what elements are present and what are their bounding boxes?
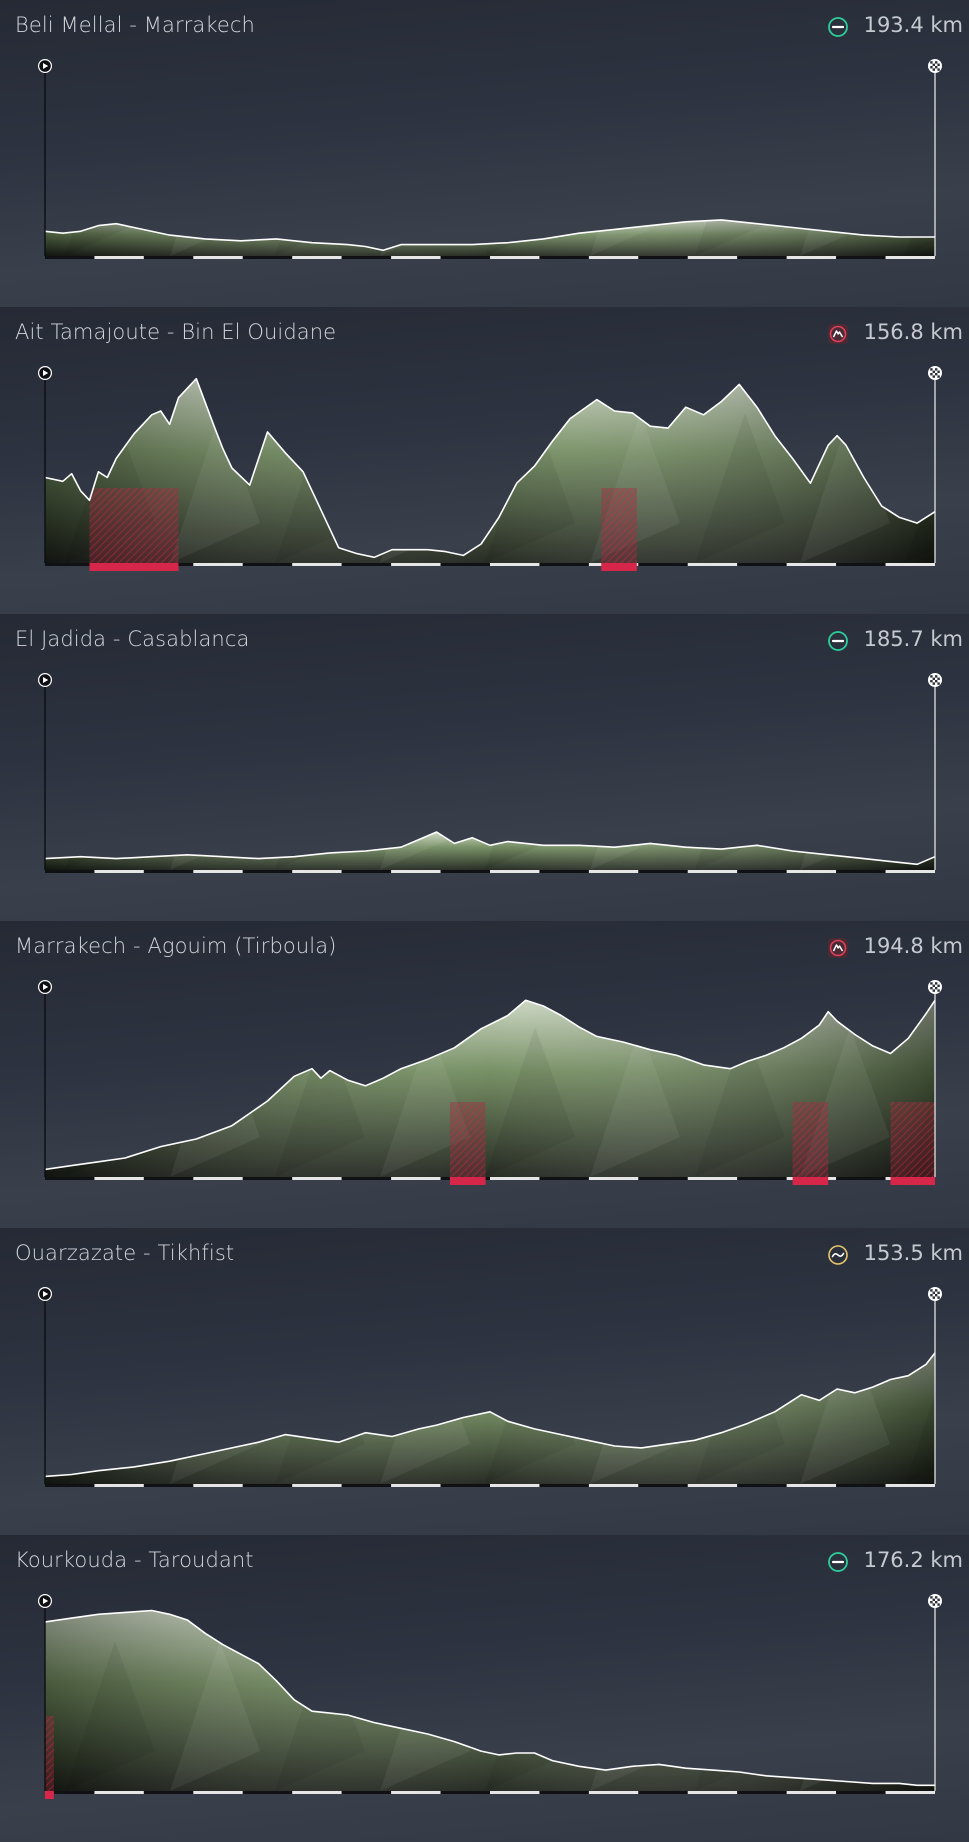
start-icon — [38, 980, 52, 994]
finish-flag-icon — [928, 59, 942, 73]
finish-flag-icon — [928, 366, 942, 380]
stage-card[interactable]: El Jadida - Casablanca 185.7 km — [0, 614, 969, 921]
finish-flag-icon — [928, 980, 942, 994]
profile-line — [44, 219, 935, 252]
elevation-profile — [0, 670, 969, 921]
start-icon — [38, 1594, 52, 1608]
climb-marker — [792, 1177, 829, 1185]
flat-icon — [826, 15, 850, 39]
start-icon — [38, 366, 52, 380]
elevation-profile — [0, 56, 969, 307]
flat-icon — [826, 629, 850, 653]
hilly-icon — [826, 1243, 850, 1267]
finish-flag-icon — [928, 1594, 942, 1608]
climb-marker — [45, 1791, 54, 1799]
stage-distance: 194.8 km — [863, 934, 963, 958]
stage-distance: 153.5 km — [863, 1241, 963, 1265]
flat-icon — [826, 1550, 850, 1574]
start-icon — [38, 59, 52, 73]
climb-marker — [601, 563, 637, 571]
stage-header: Beli Mellal - Marrakech 193.4 km — [0, 0, 969, 56]
profile-line — [44, 1352, 936, 1478]
climb-marker — [89, 563, 179, 571]
stage-header: Marrakech - Agouim (Tirboula) 194.8 km — [0, 921, 969, 977]
profile-line — [44, 377, 936, 559]
stage-name: Ait Tamajoute - Bin El Ouidane — [15, 320, 337, 344]
stage-card[interactable]: Marrakech - Agouim (Tirboula) 194.8 km — [0, 921, 969, 1228]
stage-distance: 185.7 km — [863, 627, 963, 651]
stage-header: Kourkouda - Taroudant 176.2 km — [0, 1535, 969, 1591]
climb-marker — [890, 1177, 935, 1185]
stage-name: Beli Mellal - Marrakech — [15, 13, 255, 37]
mountain-icon — [826, 322, 850, 346]
stage-header: Ouarzazate - Tikhfist 153.5 km — [0, 1228, 969, 1284]
stage-distance: 193.4 km — [863, 13, 963, 37]
finish-flag-icon — [928, 1287, 942, 1301]
stage-name: Ouarzazate - Tikhfist — [15, 1241, 235, 1265]
start-icon — [38, 1287, 52, 1301]
elevation-profile — [0, 977, 969, 1228]
stage-card[interactable]: Ouarzazate - Tikhfist 153.5 km — [0, 1228, 969, 1535]
stage-name: Marrakech - Agouim (Tirboula) — [15, 934, 337, 958]
stage-distance: 176.2 km — [863, 1548, 963, 1572]
elevation-profile — [0, 1591, 969, 1842]
stage-card[interactable]: Beli Mellal - Marrakech 193.4 km — [0, 0, 969, 307]
stage-card[interactable]: Kourkouda - Taroudant 176.2 km — [0, 1535, 969, 1842]
profile-line — [44, 999, 936, 1171]
mountain-icon — [826, 936, 850, 960]
stage-name: Kourkouda - Taroudant — [15, 1548, 254, 1572]
climb-marker — [449, 1177, 486, 1185]
profile-line — [44, 831, 936, 866]
stage-card[interactable]: Ait Tamajoute - Bin El Ouidane 156.8 km — [0, 307, 969, 614]
stage-name: El Jadida - Casablanca — [15, 627, 250, 651]
stage-header: El Jadida - Casablanca 185.7 km — [0, 614, 969, 670]
elevation-profile — [0, 363, 969, 614]
start-icon — [38, 673, 52, 687]
finish-flag-icon — [928, 673, 942, 687]
elevation-profile — [0, 1284, 969, 1535]
stage-header: Ait Tamajoute - Bin El Ouidane 156.8 km — [0, 307, 969, 363]
profile-line — [44, 1609, 935, 1787]
stage-distance: 156.8 km — [863, 320, 963, 344]
